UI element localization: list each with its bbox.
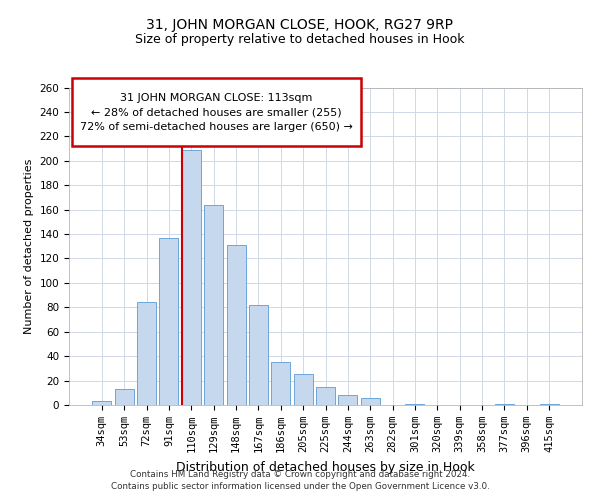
Y-axis label: Number of detached properties: Number of detached properties xyxy=(24,158,34,334)
Text: Contains HM Land Registry data © Crown copyright and database right 2024.
Contai: Contains HM Land Registry data © Crown c… xyxy=(110,470,490,491)
Bar xyxy=(539,404,559,405)
Bar xyxy=(293,374,313,405)
Bar xyxy=(227,245,245,405)
Bar xyxy=(92,402,112,405)
FancyBboxPatch shape xyxy=(71,78,361,146)
Bar xyxy=(182,150,201,405)
Text: 31 JOHN MORGAN CLOSE: 113sqm
← 28% of detached houses are smaller (255)
72% of s: 31 JOHN MORGAN CLOSE: 113sqm ← 28% of de… xyxy=(80,92,353,132)
Bar xyxy=(249,305,268,405)
Bar xyxy=(137,302,156,405)
Bar xyxy=(316,386,335,405)
Bar xyxy=(160,238,178,405)
Bar xyxy=(204,204,223,405)
Bar xyxy=(338,395,358,405)
Text: 31, JOHN MORGAN CLOSE, HOOK, RG27 9RP: 31, JOHN MORGAN CLOSE, HOOK, RG27 9RP xyxy=(146,18,454,32)
Bar xyxy=(495,404,514,405)
Bar xyxy=(115,389,134,405)
Bar xyxy=(271,362,290,405)
Text: Size of property relative to detached houses in Hook: Size of property relative to detached ho… xyxy=(135,32,465,46)
X-axis label: Distribution of detached houses by size in Hook: Distribution of detached houses by size … xyxy=(176,460,475,473)
Bar xyxy=(406,404,424,405)
Bar xyxy=(361,398,380,405)
